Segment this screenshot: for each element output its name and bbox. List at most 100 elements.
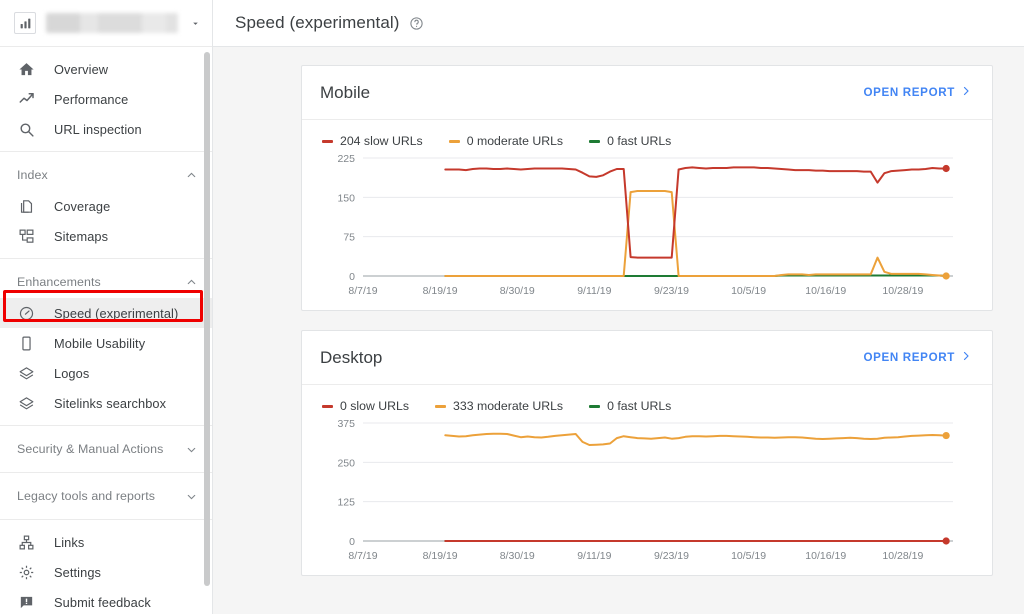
- x-axis-tick-label: 8/19/19: [423, 550, 458, 562]
- help-circle-icon[interactable]: [409, 15, 425, 31]
- chart-endpoint-dot: [942, 272, 950, 280]
- legend-label: 0 fast URLs: [607, 134, 672, 148]
- line-chart-mobile[interactable]: 0 75 150 225 8/7/19 8/19/19 8/30/19 9/11/19 9/23…: [302, 148, 992, 310]
- sidebar-item-links[interactable]: Links: [0, 527, 212, 557]
- nav-group-enhancements: Enhancements Speed (experimental): [0, 259, 212, 426]
- legend-item-moderate[interactable]: 333 moderate URLs: [435, 399, 563, 413]
- layers-icon: [17, 394, 36, 413]
- legend-swatch-fast: [589, 139, 601, 143]
- y-axis-tick-label: 250: [337, 457, 355, 469]
- sidebar-item-label: Sitelinks searchbox: [54, 395, 167, 411]
- x-axis-tick-label: 8/7/19: [348, 285, 377, 297]
- legend-item-slow[interactable]: 0 slow URLs: [322, 399, 409, 413]
- sidebar: Overview Performance URL inspection: [0, 0, 213, 614]
- nav-group-security: Security & Manual Actions: [0, 426, 212, 473]
- legend-label: 0 moderate URLs: [466, 134, 564, 148]
- legend-item-fast[interactable]: 0 fast URLs: [589, 399, 671, 413]
- sidebar-item-logos[interactable]: Logos: [0, 358, 212, 388]
- nav-group-index: Index Coverage Sitemaps: [0, 152, 212, 259]
- x-axis-tick-label: 10/16/19: [805, 285, 846, 297]
- chart-endpoint-dot: [942, 164, 950, 173]
- sidebar-section-label: Index: [17, 168, 48, 182]
- property-selector[interactable]: [0, 0, 212, 47]
- sidebar-section-index[interactable]: Index: [0, 159, 212, 191]
- y-axis-tick-label: 0: [349, 536, 355, 548]
- x-axis-tick-label: 10/5/19: [731, 285, 766, 297]
- sidebar-item-label: Submit feedback: [54, 594, 151, 610]
- legend-item-slow[interactable]: 204 slow URLs: [322, 134, 423, 148]
- page-title: Speed (experimental): [235, 13, 400, 32]
- x-axis-tick-label: 9/23/19: [654, 550, 689, 562]
- legend-label: 0 fast URLs: [607, 399, 672, 413]
- feedback-icon: [17, 593, 36, 612]
- x-axis-tick-label: 10/28/19: [882, 285, 923, 297]
- legend-label: 0 slow URLs: [340, 399, 410, 413]
- sidebar-section-label: Security & Manual Actions: [17, 442, 164, 456]
- sidebar-item-settings[interactable]: Settings: [0, 557, 212, 587]
- sidebar-scrollbar-thumb[interactable]: [204, 52, 210, 586]
- chevron-up-icon[interactable]: [185, 169, 198, 182]
- chart-legend-desktop: 0 slow URLs 333 moderate URLs 0 fast URL…: [302, 385, 992, 413]
- sidebar-item-coverage[interactable]: Coverage: [0, 191, 212, 221]
- chevron-right-icon: [960, 85, 972, 100]
- sidebar-item-sitelinks-searchbox[interactable]: Sitelinks searchbox: [0, 388, 212, 418]
- bar-chart-icon: [14, 12, 36, 34]
- sidebar-item-url-inspection[interactable]: URL inspection: [0, 114, 212, 144]
- x-axis-tick-label: 10/5/19: [731, 550, 766, 562]
- caret-down-icon[interactable]: [188, 18, 202, 29]
- legend-swatch-slow: [322, 404, 333, 408]
- mobile-phone-icon: [17, 334, 36, 353]
- gear-icon: [17, 563, 36, 582]
- open-report-link-mobile[interactable]: OPEN REPORT: [863, 85, 972, 100]
- sidebar-section-legacy-tools[interactable]: Legacy tools and reports: [0, 480, 212, 512]
- home-icon: [17, 60, 36, 79]
- chevron-up-icon[interactable]: [185, 276, 198, 289]
- sitemap-icon: [17, 227, 36, 246]
- legend-label: 204 slow URLs: [340, 134, 423, 148]
- open-report-label: OPEN REPORT: [863, 86, 955, 99]
- sidebar-section-label: Enhancements: [17, 275, 101, 289]
- speed-cards: Mobile OPEN REPORT 204 slow URLs: [213, 47, 1024, 576]
- legend-item-fast[interactable]: 0 fast URLs: [589, 134, 671, 148]
- sidebar-item-performance[interactable]: Performance: [0, 84, 212, 114]
- sidebar-item-overview[interactable]: Overview: [0, 54, 212, 84]
- main-content: Speed (experimental) Mobile OPEN REPORT: [213, 0, 1024, 614]
- y-axis-tick-label: 75: [343, 232, 355, 244]
- legend-swatch-slow: [322, 139, 333, 143]
- x-axis-tick-label: 9/23/19: [654, 285, 689, 297]
- sidebar-item-label: Speed (experimental): [54, 305, 179, 321]
- sidebar-nav: Overview Performance URL inspection: [0, 47, 212, 614]
- sidebar-item-label: Overview: [54, 61, 109, 77]
- sidebar-item-label: Links: [54, 534, 85, 550]
- trending-up-icon: [17, 90, 36, 109]
- chart-endpoint-dot: [942, 431, 950, 440]
- card-title: Desktop: [320, 347, 383, 367]
- x-axis-tick-label: 8/19/19: [423, 285, 458, 297]
- sidebar-item-label: Coverage: [54, 198, 111, 214]
- x-axis-tick-label: 8/30/19: [500, 285, 535, 297]
- sidebar-section-security[interactable]: Security & Manual Actions: [0, 433, 212, 465]
- sidebar-item-submit-feedback[interactable]: Submit feedback: [0, 587, 212, 614]
- line-chart-desktop[interactable]: 0 125 250 375 8/7/19 8/19/19 8/30/19 9/11/19 9/2…: [302, 413, 992, 575]
- legend-swatch-moderate: [448, 139, 460, 143]
- sidebar-item-label: Mobile Usability: [54, 335, 146, 351]
- y-axis-tick-label: 375: [337, 418, 355, 430]
- legend-item-moderate[interactable]: 0 moderate URLs: [448, 134, 564, 148]
- layers-icon: [17, 364, 36, 383]
- sidebar-section-label: Legacy tools and reports: [17, 489, 156, 503]
- chevron-down-icon[interactable]: [185, 443, 198, 456]
- sidebar-item-speed-experimental[interactable]: Speed (experimental): [0, 298, 212, 328]
- open-report-link-desktop[interactable]: OPEN REPORT: [863, 350, 972, 365]
- speedometer-icon: [17, 304, 36, 323]
- sidebar-item-sitemaps[interactable]: Sitemaps: [0, 221, 212, 251]
- sidebar-section-enhancements[interactable]: Enhancements: [0, 266, 212, 298]
- sidebar-item-mobile-usability[interactable]: Mobile Usability: [0, 328, 212, 358]
- legend-swatch-fast: [589, 404, 601, 408]
- card-header: Mobile OPEN REPORT: [302, 66, 992, 120]
- x-axis-tick-label: 10/28/19: [882, 550, 923, 562]
- chevron-down-icon[interactable]: [185, 490, 198, 503]
- chart-svg: 0 125 250 375 8/7/19 8/19/19 8/30/19 9/11/19 9/2…: [337, 418, 953, 562]
- sidebar-scrollbar[interactable]: [204, 52, 210, 600]
- chart-legend-mobile: 204 slow URLs 0 moderate URLs 0 fast URL…: [302, 120, 992, 148]
